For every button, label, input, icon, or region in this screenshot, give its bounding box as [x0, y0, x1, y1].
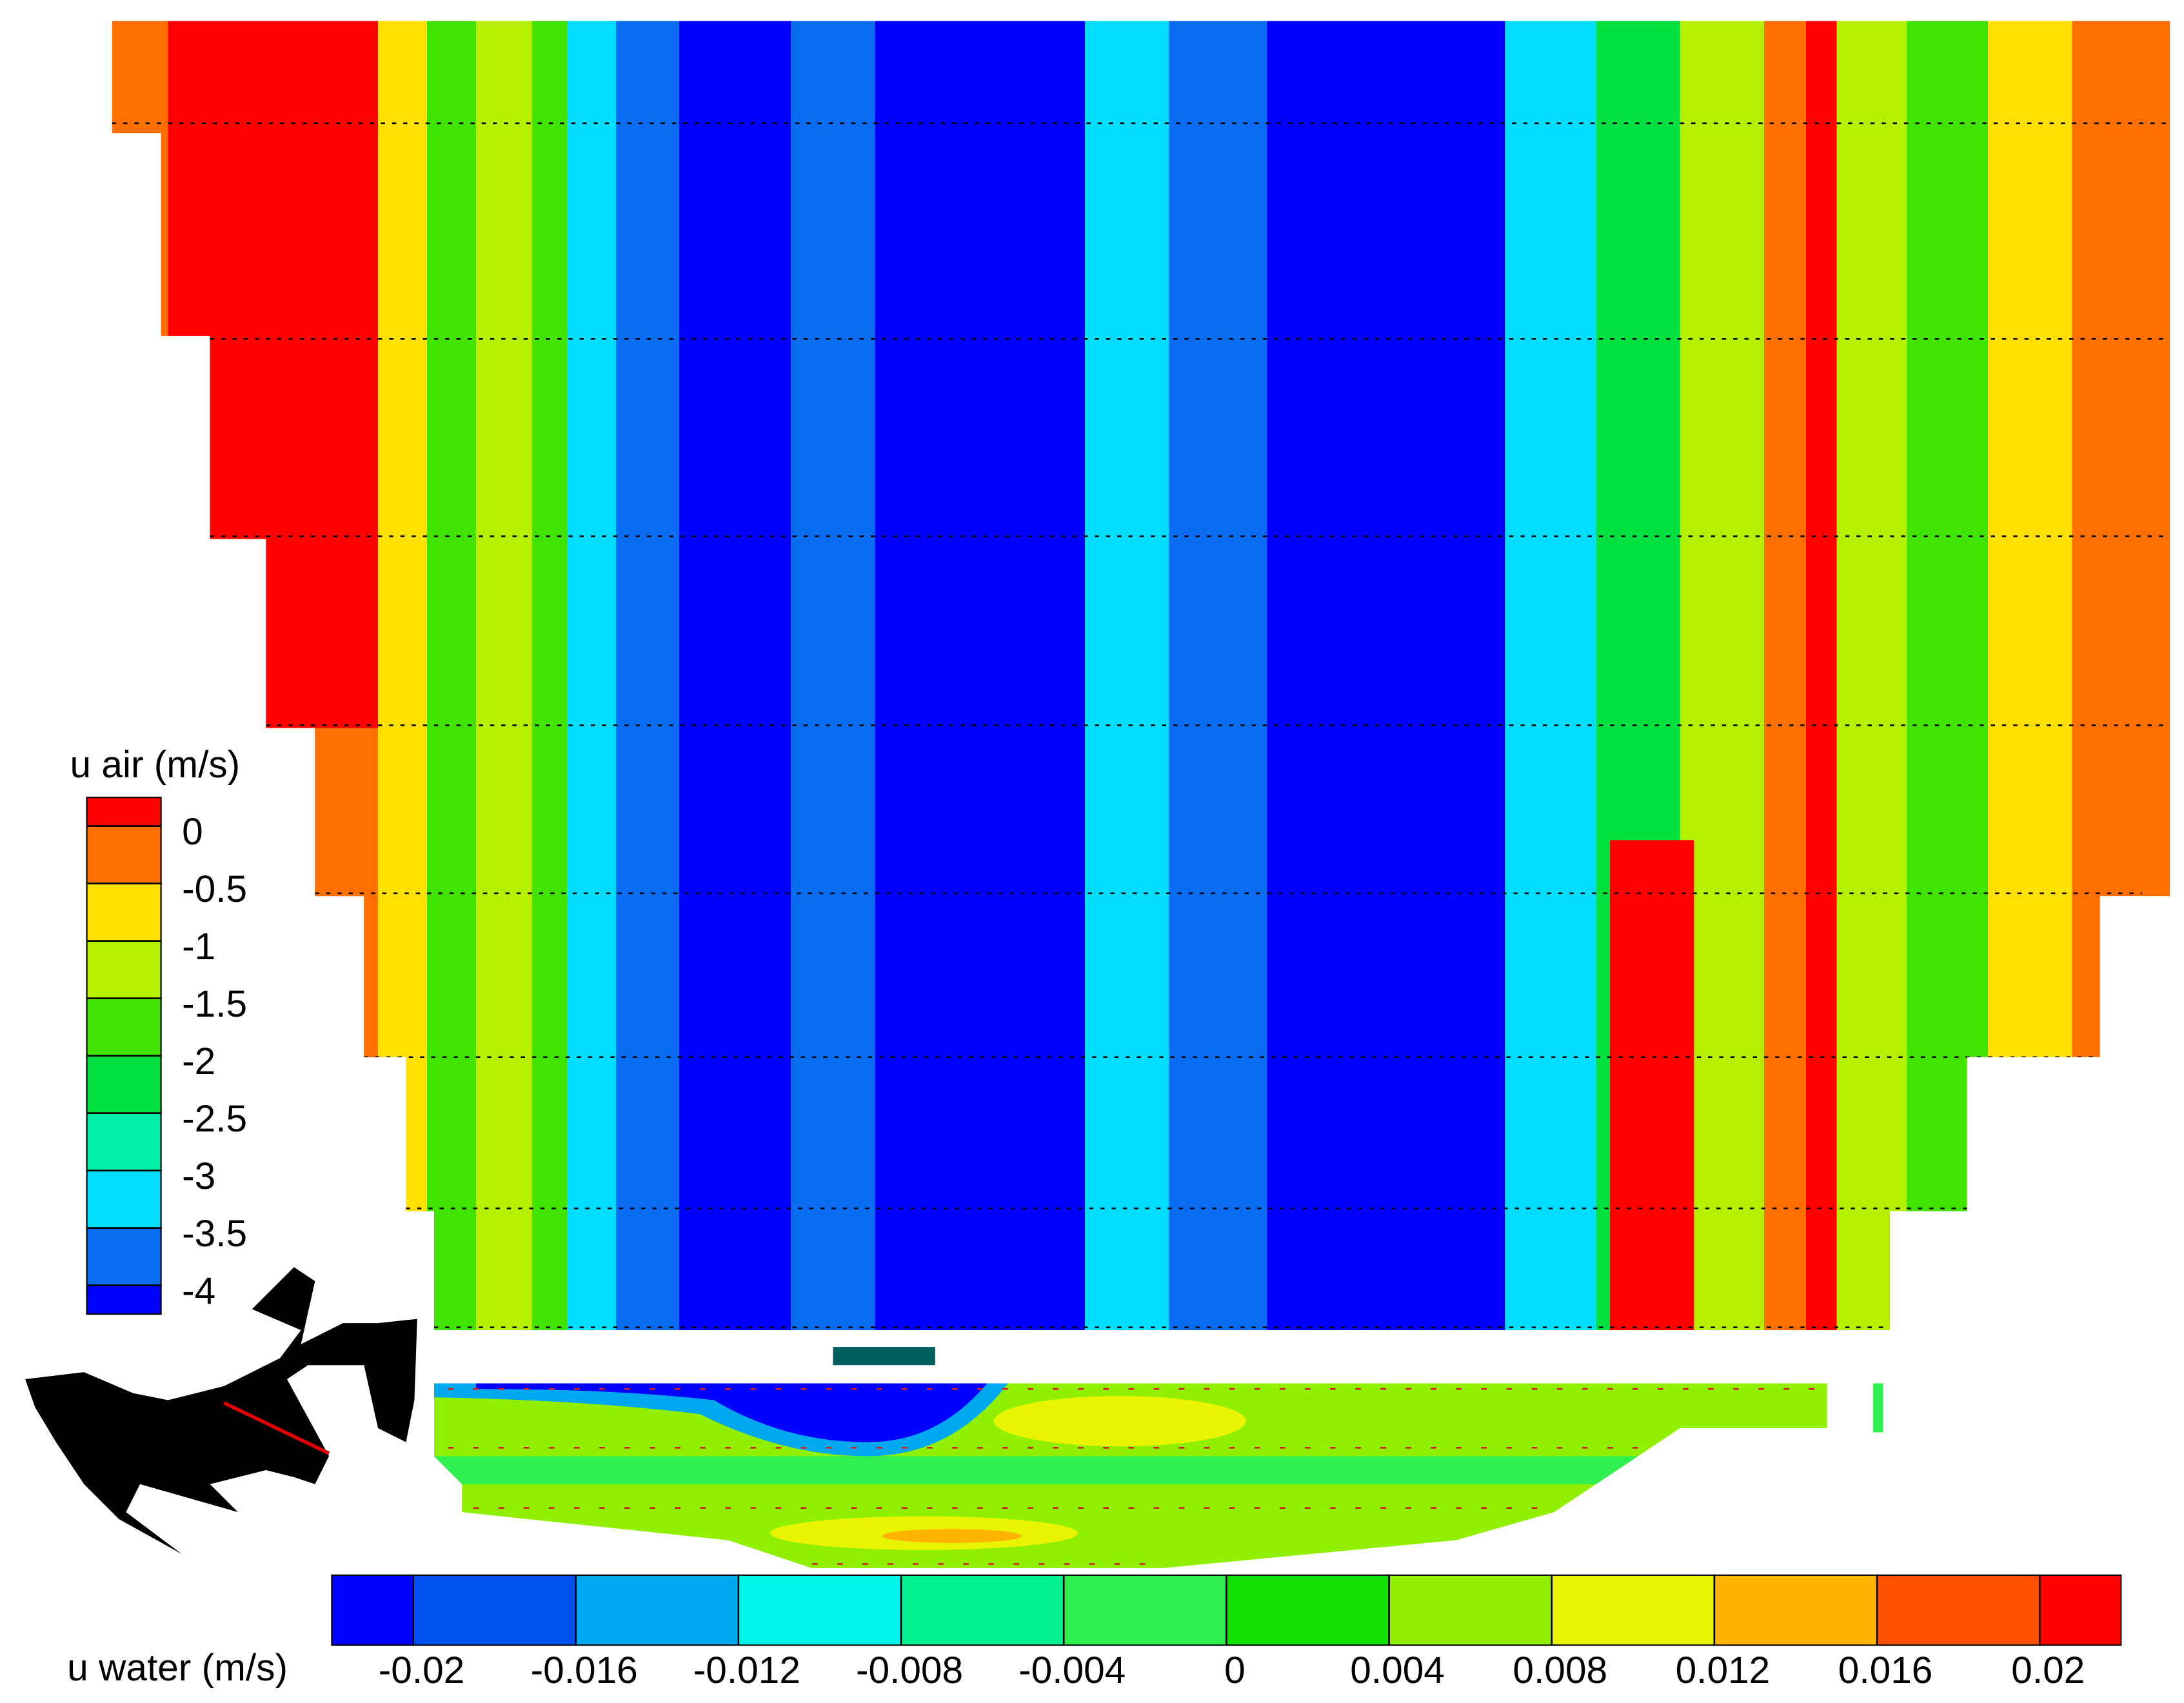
water-strip — [1873, 1383, 1883, 1433]
colorbar-swatch — [86, 882, 162, 942]
tick-label: 0.008 — [1513, 1649, 1607, 1691]
water-field — [433, 1383, 1827, 1568]
section-line — [223, 1401, 330, 1455]
tick-label: -3 — [182, 1155, 215, 1197]
tick-label: 0.016 — [1838, 1649, 1933, 1691]
colorbar-swatch — [412, 1574, 577, 1646]
colorbar-swatch — [1551, 1574, 1715, 1646]
colorbar-swatch — [1388, 1574, 1553, 1646]
colorbar-swatch — [86, 940, 162, 999]
colorbar-swatch — [575, 1574, 739, 1646]
tick-label: -1 — [182, 926, 215, 968]
tick-label: -0.5 — [182, 868, 247, 910]
water-colorbar-title: u water (m/s) — [67, 1647, 288, 1689]
colorbar-swatch — [86, 1227, 162, 1286]
colorbar-swatch — [737, 1574, 902, 1646]
tick-label: -2.5 — [182, 1098, 247, 1140]
colorbar-swatch — [86, 1055, 162, 1114]
tick-label: 0.012 — [1676, 1649, 1771, 1691]
tick-label: -0.004 — [1018, 1649, 1126, 1691]
colorbar-swatch — [1713, 1574, 1878, 1646]
colorbar-swatch — [86, 1112, 162, 1171]
colorbar-swatch — [2039, 1574, 2122, 1646]
tick-label: 0.02 — [2011, 1649, 2085, 1691]
colorbar-swatch — [86, 997, 162, 1057]
tick-label: -2 — [182, 1041, 215, 1082]
tick-label: -3.5 — [182, 1213, 247, 1255]
tick-label: -0.012 — [693, 1649, 800, 1691]
tick-label: -1.5 — [182, 983, 247, 1025]
tick-label: 0 — [182, 811, 203, 853]
colorbar-swatch — [86, 797, 162, 827]
colorbar-swatch — [1226, 1574, 1390, 1646]
colorbar-swatch — [86, 825, 162, 884]
location-map — [25, 1267, 417, 1555]
tick-label: -4 — [182, 1270, 215, 1312]
tick-label: -0.02 — [379, 1649, 465, 1691]
colorbar-swatch — [86, 1284, 162, 1315]
tick-label: -0.008 — [856, 1649, 963, 1691]
colorbar-swatch — [86, 1170, 162, 1229]
colorbar-swatch — [331, 1574, 414, 1646]
tick-label: 0 — [1224, 1649, 1246, 1691]
tick-label: 0.004 — [1350, 1649, 1445, 1691]
colorbar-swatch — [1063, 1574, 1227, 1646]
air-colorbar-title: u air (m/s) — [70, 744, 241, 786]
legends: u air (m/s) u water (m/s) -4 -3.5 -3 -2.5 -2… — [67, 744, 2122, 1691]
air-field — [112, 21, 2170, 1330]
tick-label: -0.016 — [531, 1649, 638, 1691]
colorbar-swatch — [1876, 1574, 2041, 1646]
colorbar-swatch — [900, 1574, 1065, 1646]
section-marker — [833, 1347, 935, 1366]
